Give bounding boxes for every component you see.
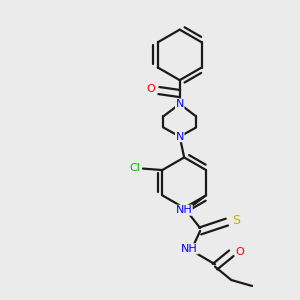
Text: O: O <box>146 84 155 94</box>
Text: O: O <box>235 247 244 257</box>
Text: S: S <box>232 214 240 227</box>
Text: NH: NH <box>181 244 198 254</box>
Text: N: N <box>176 132 184 142</box>
Text: NH: NH <box>176 205 192 215</box>
Text: Cl: Cl <box>130 163 140 173</box>
Text: N: N <box>176 99 184 109</box>
